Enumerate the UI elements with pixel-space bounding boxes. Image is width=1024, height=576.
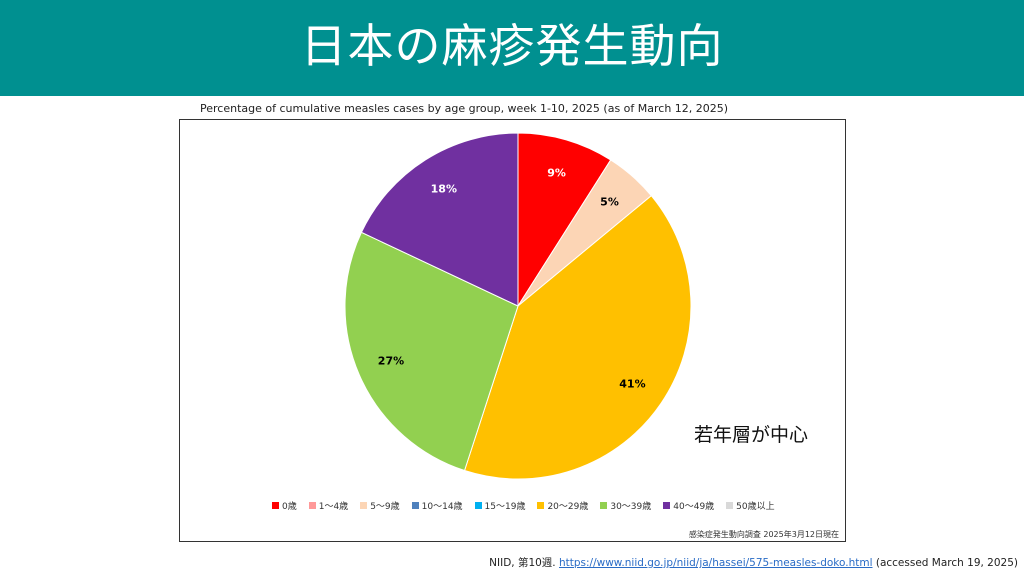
legend-item-1-4: 1～4歳 [308, 499, 349, 512]
legend-swatch [726, 502, 734, 509]
citation-prefix: NIID, 第10週. [489, 557, 556, 569]
legend-item-15-19: 15～19歳 [474, 499, 526, 512]
pie-chart [344, 132, 692, 480]
legend-swatch [411, 502, 419, 509]
legend-item-50-plus: 50歳以上 [726, 499, 775, 512]
title-banner: 日本の麻疹発生動向 [0, 0, 1024, 96]
legend-item-10-14: 10～14歳 [411, 499, 463, 512]
pie-slice-30-39 [344, 231, 519, 472]
page-title: 日本の麻疹発生動向 [300, 19, 724, 73]
legend-label: 0歳 [282, 502, 297, 512]
slice-label-40-49: 18% [430, 182, 457, 196]
chart-legend: 0歳 1～4歳 5～9歳 10～14歳 15～19歳 20～29歳 30～39歳 40～49歳… [272, 499, 775, 512]
slice-label-30-39: 27% [377, 354, 405, 368]
citation-suffix: (accessed March 19, 2025) [875, 557, 1018, 569]
legend-swatch [360, 502, 368, 509]
legend-item-5-9: 5～9歳 [360, 499, 400, 512]
legend-item-30-39: 30～39歳 [600, 499, 651, 512]
footer-citation: NIID, 第10週. https://www.niid.go.jp/niid/… [489, 555, 1018, 570]
legend-label: 30～39歳 [610, 502, 652, 512]
source-note: 感染症発生動向調査 2025年3月12日現在 [688, 530, 839, 539]
chart-title: Percentage of cumulative measles cases b… [200, 102, 729, 115]
legend-label: 15～19歳 [484, 502, 526, 512]
legend-swatch [474, 502, 482, 509]
annotation-text: 若年層が中心 [694, 424, 809, 446]
legend-label: 40～49歳 [673, 502, 715, 512]
slice-label-5-9: 5% [600, 195, 619, 209]
legend-item-40-49: 40～49歳 [663, 499, 714, 512]
pie-slice-40-49 [360, 132, 519, 307]
pie-slice-0 [517, 132, 612, 308]
legend-label: 10～14歳 [421, 502, 463, 512]
citation-link[interactable]: https://www.niid.go.jp/niid/ja/hassei/57… [559, 557, 873, 569]
slice-label-0: 9% [547, 166, 566, 180]
legend-swatch [600, 502, 608, 509]
legend-label: 50歳以上 [736, 502, 775, 512]
legend-swatch [537, 502, 545, 509]
slice-label-20-29: 41% [619, 377, 646, 391]
legend-swatch [308, 502, 316, 509]
legend-item-0: 0歳 [272, 499, 297, 512]
legend-item-20-29: 20～29歳 [537, 499, 588, 512]
chart-frame: 9% 5% 41% 27% 18% 若年層が中心 0歳 1～4歳 5～9歳 10～14歳 15～… [179, 119, 846, 542]
legend-swatch [272, 502, 279, 509]
legend-label: 1～4歳 [318, 502, 349, 512]
legend-swatch [663, 502, 671, 509]
pie-slice-20-29 [463, 195, 692, 480]
legend-label: 20～29歳 [547, 502, 589, 512]
legend-label: 5～9歳 [370, 502, 400, 512]
